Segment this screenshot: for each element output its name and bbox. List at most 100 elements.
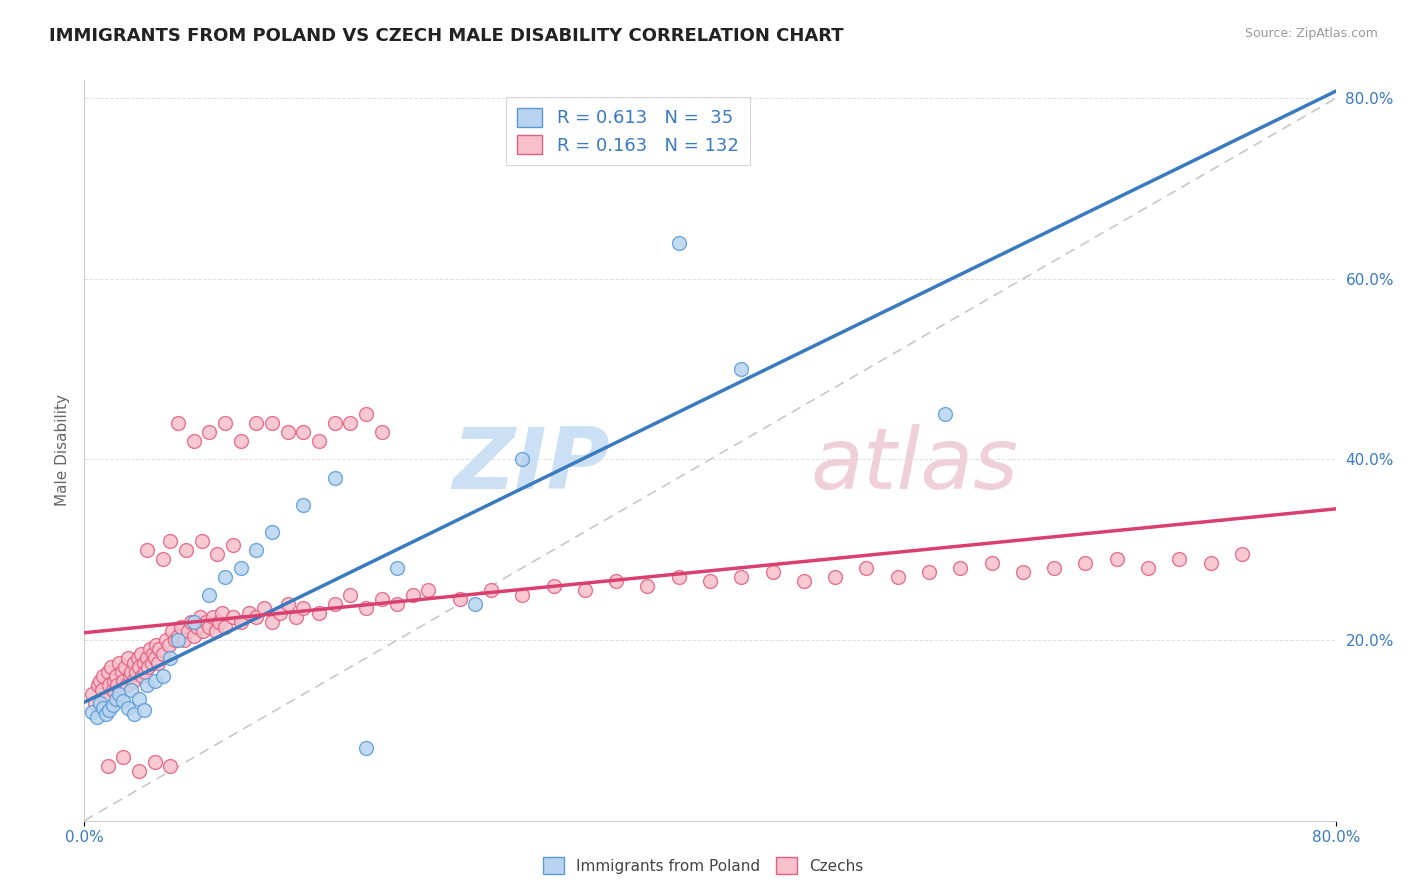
- Point: [190, 533, 212, 548]
- Point: [824, 570, 846, 584]
- Point: [354, 741, 377, 756]
- Point: [159, 759, 181, 773]
- Point: [152, 551, 174, 566]
- Point: [253, 601, 276, 615]
- Point: [98, 704, 121, 718]
- Point: [699, 574, 721, 589]
- Point: [82, 687, 104, 701]
- Point: [980, 557, 1002, 571]
- Point: [934, 408, 956, 422]
- Point: [136, 651, 159, 665]
- Point: [183, 629, 205, 643]
- Point: [339, 417, 361, 431]
- Point: [245, 610, 267, 624]
- Point: [87, 678, 110, 692]
- Point: [136, 678, 159, 692]
- Text: IMMIGRANTS FROM POLAND VS CZECH MALE DISABILITY CORRELATION CHART: IMMIGRANTS FROM POLAND VS CZECH MALE DIS…: [49, 27, 844, 45]
- Point: [107, 656, 129, 670]
- Point: [277, 597, 299, 611]
- Point: [1199, 557, 1222, 571]
- Point: [292, 425, 315, 440]
- Point: [1043, 561, 1066, 575]
- Point: [118, 669, 141, 683]
- Point: [104, 691, 127, 706]
- Point: [125, 665, 148, 679]
- Point: [730, 570, 752, 584]
- Point: [143, 651, 166, 665]
- Point: [84, 696, 107, 710]
- Point: [89, 673, 111, 688]
- Point: [370, 425, 392, 440]
- Point: [855, 561, 877, 575]
- Point: [222, 538, 245, 552]
- Point: [112, 750, 135, 764]
- Point: [323, 470, 346, 484]
- Point: [1168, 551, 1191, 566]
- Point: [339, 588, 361, 602]
- Point: [180, 615, 202, 629]
- Point: [111, 665, 134, 679]
- Point: [793, 574, 815, 589]
- Point: [245, 542, 267, 557]
- Point: [90, 682, 112, 697]
- Point: [211, 606, 233, 620]
- Point: [402, 588, 425, 602]
- Point: [86, 710, 108, 724]
- Point: [124, 707, 146, 722]
- Point: [222, 610, 245, 624]
- Point: [143, 673, 166, 688]
- Point: [152, 669, 174, 683]
- Point: [1012, 566, 1035, 580]
- Point: [120, 665, 142, 679]
- Point: [262, 417, 284, 431]
- Point: [198, 588, 221, 602]
- Point: [138, 660, 160, 674]
- Point: [949, 561, 972, 575]
- Point: [762, 566, 785, 580]
- Point: [370, 592, 392, 607]
- Point: [128, 691, 150, 706]
- Y-axis label: Male Disability: Male Disability: [55, 394, 70, 507]
- Point: [132, 704, 155, 718]
- Point: [139, 642, 162, 657]
- Point: [148, 642, 170, 657]
- Point: [354, 601, 377, 615]
- Point: [157, 638, 180, 652]
- Point: [183, 615, 205, 629]
- Point: [229, 434, 252, 449]
- Point: [128, 764, 150, 778]
- Point: [117, 700, 139, 714]
- Point: [1136, 561, 1159, 575]
- Point: [91, 700, 114, 714]
- Point: [918, 566, 941, 580]
- Legend: R = 0.613   N =  35, R = 0.163   N = 132: R = 0.613 N = 35, R = 0.163 N = 132: [506, 96, 749, 165]
- Point: [167, 633, 190, 648]
- Point: [262, 615, 284, 629]
- Point: [1105, 551, 1128, 566]
- Point: [93, 691, 115, 706]
- Point: [143, 755, 166, 769]
- Point: [245, 417, 267, 431]
- Point: [117, 651, 139, 665]
- Point: [284, 610, 307, 624]
- Point: [198, 425, 221, 440]
- Text: atlas: atlas: [810, 424, 1018, 507]
- Point: [146, 656, 169, 670]
- Point: [668, 235, 690, 250]
- Point: [101, 682, 124, 697]
- Point: [269, 606, 291, 620]
- Point: [186, 619, 208, 633]
- Point: [141, 656, 163, 670]
- Point: [574, 583, 596, 598]
- Point: [262, 524, 284, 539]
- Point: [114, 660, 136, 674]
- Point: [120, 682, 142, 697]
- Point: [188, 610, 211, 624]
- Point: [207, 547, 229, 561]
- Point: [91, 669, 114, 683]
- Point: [354, 408, 377, 422]
- Point: [418, 583, 440, 598]
- Point: [170, 619, 193, 633]
- Point: [176, 624, 198, 638]
- Point: [214, 417, 236, 431]
